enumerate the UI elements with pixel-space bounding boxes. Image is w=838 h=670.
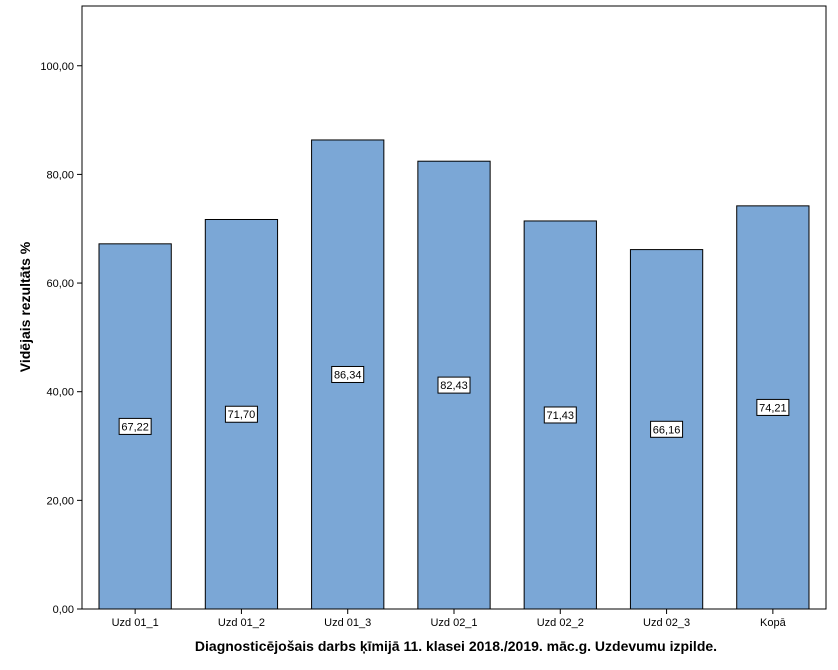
value-labels: 67,22 71,70 86,34 82,43 71,43 66,16 74,21 [118, 365, 790, 438]
value-label-box [331, 365, 365, 383]
y-tick-label: 100,00 [40, 61, 74, 73]
x-tick-label: Kopā [760, 617, 787, 629]
x-tick-label: Uzd 01_2 [218, 617, 265, 629]
x-tick-label: Uzd 02_3 [643, 617, 690, 629]
value-label: 67,22 [121, 421, 149, 433]
value-label: 71,43 [547, 410, 575, 422]
value-label: 74,21 [759, 402, 787, 414]
value-label: 86,34 [334, 369, 362, 381]
y-tick-label: 80,00 [46, 169, 74, 181]
value-label: 82,43 [440, 380, 468, 392]
value-label-box [437, 376, 471, 394]
value-label-box [118, 417, 152, 435]
value-label-box [650, 420, 684, 438]
y-tick-label: 0,00 [53, 604, 74, 616]
y-tick-label: 20,00 [46, 495, 74, 507]
x-tick-label: Uzd 01_1 [112, 617, 159, 629]
y-tick-label: 40,00 [46, 387, 74, 399]
y-tick-label: 60,00 [46, 278, 74, 290]
value-label-box [756, 398, 790, 416]
x-tick-label: Uzd 02_1 [430, 617, 477, 629]
value-label: 71,70 [228, 409, 256, 421]
value-label: 66,16 [653, 424, 681, 436]
x-tick-label: Uzd 01_3 [324, 617, 371, 629]
x-tick-label: Uzd 02_2 [537, 617, 584, 629]
x-axis-ticks: Uzd 01_1 Uzd 01_2 Uzd 01_3 Uzd 02_1 Uzd 02_2… [112, 609, 787, 629]
y-axis-ticks: 0,00 20,00 40,00 60,00 80,00 100,00 [40, 61, 82, 616]
value-label-box [224, 405, 258, 423]
x-axis-title: Diagnosticējošais darbs ķīmijā 11. klase… [195, 638, 717, 654]
bars [98, 139, 810, 610]
value-label-box [543, 406, 577, 424]
y-axis-title: Vidējais rezultāts % [17, 241, 33, 372]
